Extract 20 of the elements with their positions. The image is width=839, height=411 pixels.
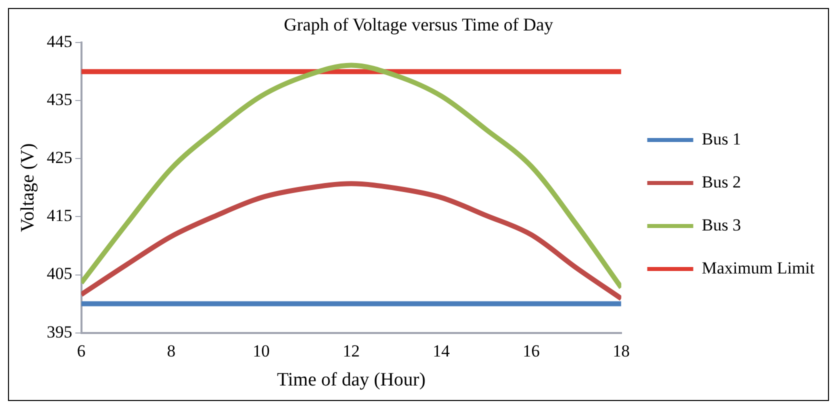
legend-label: Bus 3 xyxy=(702,215,741,234)
legend-label: Maximum Limit xyxy=(702,258,815,278)
y-tick-label: 435 xyxy=(46,90,72,110)
legend-label: Bus 2 xyxy=(702,172,741,192)
x-tick-label: 6 xyxy=(77,341,86,360)
x-tick-label: 14 xyxy=(432,341,450,360)
x-tick-label: 12 xyxy=(342,341,360,360)
x-tick-label: 10 xyxy=(252,341,270,360)
chart-title: Graph of Voltage versus Time of Day xyxy=(284,14,554,35)
y-tick-label: 445 xyxy=(46,32,72,52)
y-tick-label: 415 xyxy=(46,206,72,226)
x-tick-label: 16 xyxy=(522,341,540,360)
x-axis-title: Time of day (Hour) xyxy=(276,370,426,391)
y-axis-title: Voltage (V) xyxy=(17,143,38,232)
y-tick-label: 395 xyxy=(46,322,72,342)
y-tick-label: 405 xyxy=(46,264,72,284)
x-tick-label: 18 xyxy=(612,341,630,360)
x-tick-label: 8 xyxy=(167,341,176,360)
y-tick-label: 425 xyxy=(46,148,72,168)
legend-label: Bus 1 xyxy=(702,129,741,148)
